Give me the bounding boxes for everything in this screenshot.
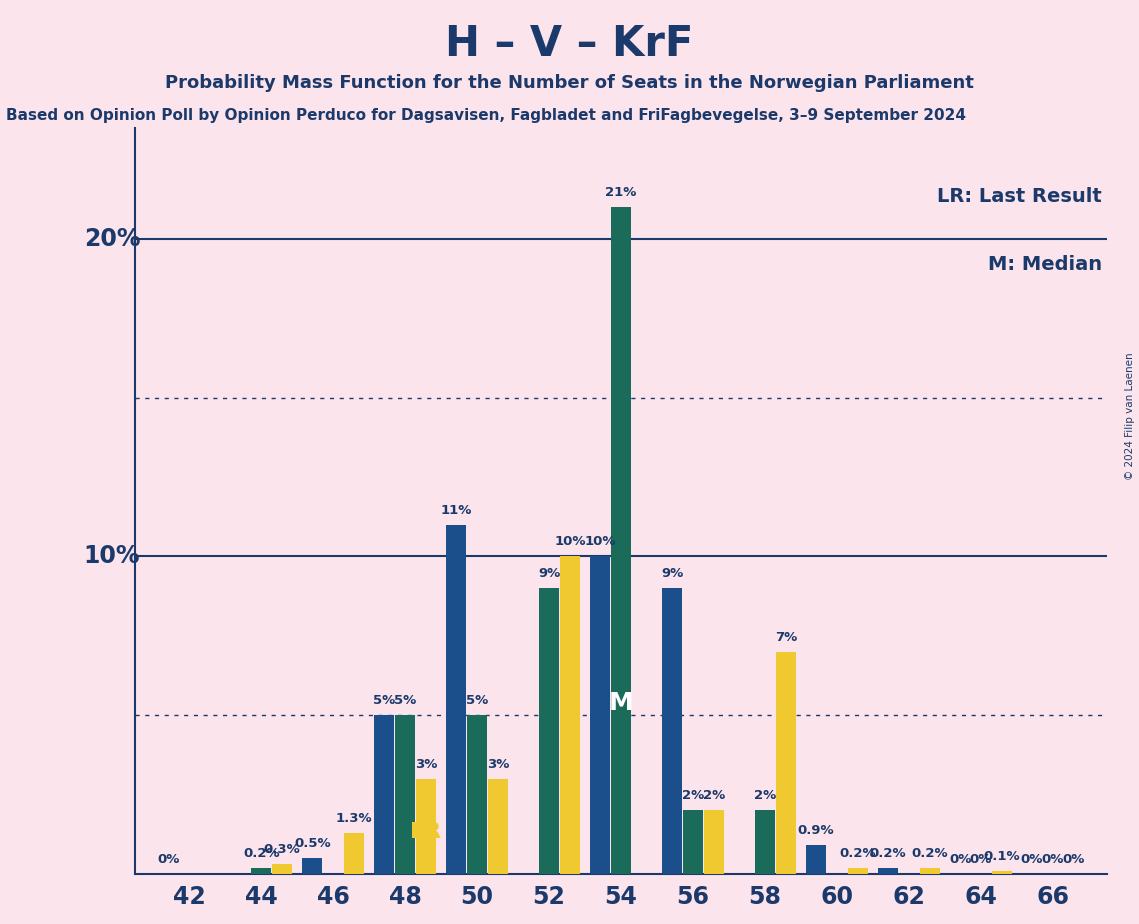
Bar: [920, 868, 940, 874]
Bar: [878, 868, 899, 874]
Text: 10%: 10%: [584, 535, 616, 549]
Bar: [683, 810, 703, 874]
Bar: [560, 556, 580, 874]
Text: 7%: 7%: [775, 631, 797, 644]
Bar: [776, 651, 796, 874]
Text: 5%: 5%: [394, 694, 416, 707]
Text: 5%: 5%: [466, 694, 489, 707]
Text: 20%: 20%: [84, 227, 140, 250]
Text: Based on Opinion Poll by Opinion Perduco for Dagsavisen, Fagbladet and FriFagbev: Based on Opinion Poll by Opinion Perduco…: [6, 108, 966, 123]
Text: 0.2%: 0.2%: [243, 846, 279, 859]
Bar: [467, 715, 487, 874]
Text: 1.3%: 1.3%: [336, 811, 372, 825]
Text: 2%: 2%: [703, 789, 726, 802]
Text: 10%: 10%: [555, 535, 585, 549]
Bar: [704, 810, 724, 874]
Text: 0%: 0%: [1021, 853, 1043, 866]
Bar: [847, 868, 868, 874]
Text: 0.1%: 0.1%: [983, 850, 1021, 863]
Text: 2%: 2%: [754, 789, 776, 802]
Text: 9%: 9%: [661, 567, 683, 580]
Text: 0.2%: 0.2%: [911, 846, 948, 859]
Text: 0%: 0%: [969, 853, 992, 866]
Bar: [487, 779, 508, 874]
Text: 10%: 10%: [84, 544, 140, 568]
Text: LR: LR: [410, 822, 442, 842]
Text: © 2024 Filip van Laenen: © 2024 Filip van Laenen: [1125, 352, 1134, 480]
Text: 2%: 2%: [682, 789, 704, 802]
Text: Probability Mass Function for the Number of Seats in the Norwegian Parliament: Probability Mass Function for the Number…: [165, 74, 974, 91]
Text: 0.9%: 0.9%: [797, 824, 835, 837]
Bar: [539, 588, 559, 874]
Text: LR: Last Result: LR: Last Result: [937, 188, 1103, 206]
Bar: [590, 556, 611, 874]
Bar: [611, 207, 631, 874]
Bar: [755, 810, 776, 874]
Text: 0.2%: 0.2%: [839, 846, 876, 859]
Bar: [416, 779, 436, 874]
Text: 0.2%: 0.2%: [870, 846, 907, 859]
Text: 3%: 3%: [415, 758, 437, 771]
Bar: [251, 868, 271, 874]
Bar: [662, 588, 682, 874]
Bar: [302, 858, 322, 874]
Bar: [272, 864, 293, 874]
Text: 5%: 5%: [374, 694, 395, 707]
Text: 0.3%: 0.3%: [264, 844, 301, 857]
Text: 11%: 11%: [441, 504, 472, 517]
Text: 0%: 0%: [157, 853, 180, 866]
Text: 0.5%: 0.5%: [294, 837, 330, 850]
Bar: [446, 525, 466, 874]
Text: 9%: 9%: [538, 567, 560, 580]
Text: 0%: 0%: [949, 853, 972, 866]
Text: 21%: 21%: [606, 186, 637, 200]
Text: H – V – KrF: H – V – KrF: [445, 23, 694, 65]
Bar: [806, 845, 826, 874]
Bar: [375, 715, 394, 874]
Text: M: Median: M: Median: [988, 255, 1103, 274]
Text: 3%: 3%: [486, 758, 509, 771]
Text: 0%: 0%: [1063, 853, 1085, 866]
Text: 0%: 0%: [1042, 853, 1064, 866]
Bar: [992, 870, 1011, 874]
Bar: [395, 715, 416, 874]
Bar: [344, 833, 364, 874]
Text: M: M: [608, 691, 633, 715]
